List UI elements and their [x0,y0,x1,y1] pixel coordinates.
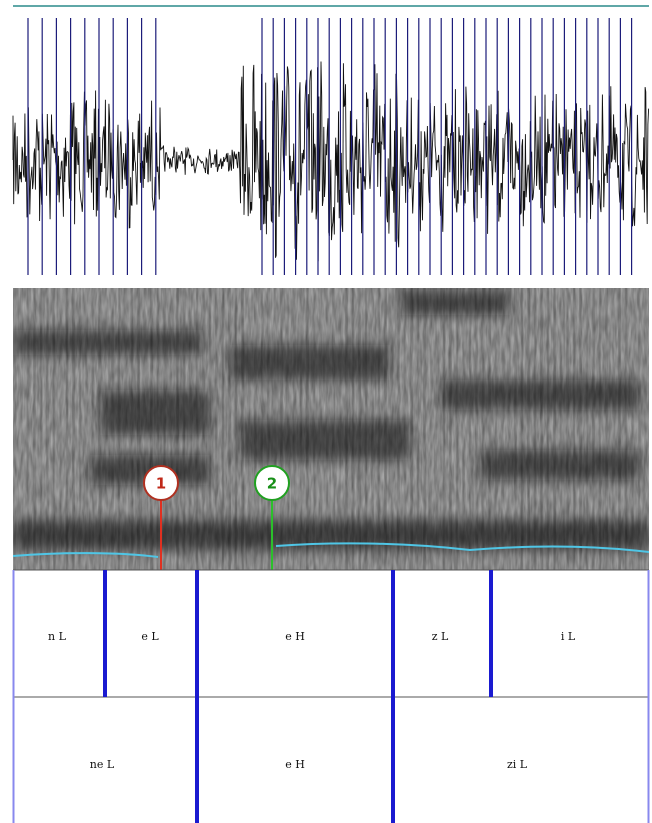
interval-label: e H [285,758,305,771]
interval-label: i L [561,630,576,643]
waveform [13,6,649,275]
page: {"markers": [{"label": "1"}, {"label": "… [0,0,652,823]
interval-label: ne L [90,758,115,771]
spectrogram [13,288,649,570]
interval-label: z L [432,630,449,643]
analysis-view: 1 2 n L e L e H z L i L ne L e H zi L [0,0,652,823]
interval-label: e H [285,630,305,643]
interval-label: n L [48,630,67,643]
interval-label: e L [141,630,159,643]
interval-label: zi L [507,758,528,771]
tiers: n L e L e H z L i L ne L e H zi L [13,570,649,823]
marker-label: 1 [156,475,166,493]
marker-label: 2 [267,475,277,493]
